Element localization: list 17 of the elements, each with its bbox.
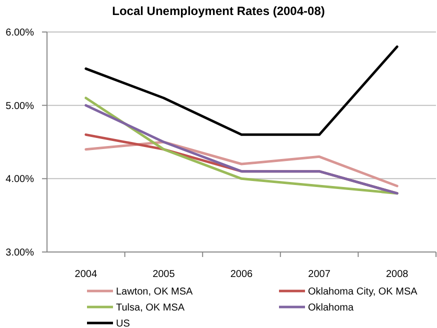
line-series [84, 45, 398, 136]
legend-label: Oklahoma [308, 302, 354, 314]
line-series [84, 140, 398, 188]
legend-label: Oklahoma City, OK MSA [308, 286, 418, 298]
x-tick-label: 2008 [386, 269, 409, 280]
legend-label: US [116, 318, 130, 328]
x-tick-label: 2007 [308, 269, 331, 280]
x-tick-label: 2005 [152, 269, 176, 280]
y-tick-label: 3.00% [6, 248, 34, 258]
legend-label: Tulsa, OK MSA [116, 302, 185, 314]
x-tick-label: 2006 [230, 269, 254, 280]
y-tick-label: 5.00% [6, 100, 34, 112]
y-tick-label: 6.00% [6, 28, 34, 38]
x-tick-label: 2004 [74, 269, 98, 280]
chart-title: Local Unemployment Rates (2004-08) [112, 4, 325, 18]
y-tick-label: 4.00% [6, 174, 34, 186]
legend-label: Lawton, OK MSA [116, 286, 194, 298]
